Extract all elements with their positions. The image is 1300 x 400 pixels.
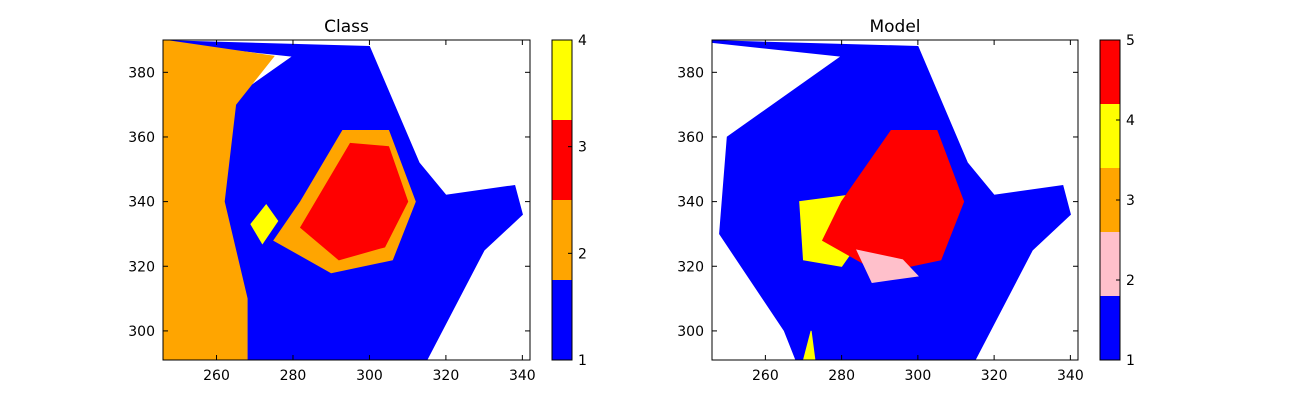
- region-2-category-5: [821, 130, 965, 274]
- x-tick-label: 300: [905, 368, 932, 384]
- x-tick-label: 340: [1057, 368, 1084, 384]
- model-panel: 260 280 300 320 340 300 320 340 360 380 Model: [677, 17, 1083, 384]
- model-x-axis: 260 280 300 320 340: [752, 40, 1084, 384]
- class-axes-frame: [162, 39, 531, 361]
- colorbar-segment: [1100, 168, 1120, 232]
- colorbar-tick-label: 5: [1126, 33, 1135, 49]
- region-4-category-4: [802, 330, 816, 360]
- y-tick-label: 320: [677, 259, 704, 275]
- region-3-category-3: [299, 142, 409, 261]
- region-1-category-2: [163, 40, 275, 360]
- y-tick-label: 380: [128, 65, 155, 81]
- x-tick-label: 300: [356, 368, 383, 384]
- colorbar-segment: [1100, 232, 1120, 296]
- model-y-axis: 300 320 340 360 380: [677, 65, 1078, 340]
- colorbar-frame: [551, 39, 573, 361]
- x-tick-label: 280: [828, 368, 855, 384]
- y-tick-label: 340: [677, 195, 704, 211]
- colorbar-segment: [552, 200, 572, 280]
- colorbar-segment: [552, 40, 572, 120]
- class-y-axis: 300 320 340 360 380: [128, 65, 530, 340]
- x-tick-label: 320: [433, 368, 460, 384]
- x-tick-label: 280: [280, 368, 307, 384]
- region-4-category-4: [250, 203, 279, 245]
- x-tick-label: 260: [752, 368, 779, 384]
- model-colorbar: 1 2 3 4 5: [1099, 33, 1135, 369]
- x-tick-label: 260: [203, 368, 230, 384]
- y-tick-label: 340: [128, 195, 155, 211]
- colorbar-segment: [1100, 104, 1120, 168]
- colorbar-tick-label: 2: [578, 246, 587, 262]
- colorbar-tick-label: 4: [578, 33, 587, 49]
- class-heatmap: [163, 40, 523, 360]
- colorbar-tick-label: 2: [1126, 273, 1135, 289]
- y-tick-label: 360: [677, 130, 704, 146]
- y-tick-label: 360: [128, 130, 155, 146]
- y-tick-label: 300: [128, 324, 155, 340]
- y-tick-label: 380: [677, 65, 704, 81]
- class-panel: 260 280 300 320 340 300 320 340 360 380 Class: [128, 17, 535, 384]
- colorbar-segment: [1100, 296, 1120, 360]
- colorbar-segment: [552, 280, 572, 360]
- colorbar-tick-label: 1: [1126, 353, 1135, 369]
- colorbar-tick-label: 3: [1126, 193, 1135, 209]
- class-colorbar: 1 2 3 4: [551, 33, 587, 369]
- y-tick-label: 320: [128, 259, 155, 275]
- x-tick-label: 340: [509, 368, 536, 384]
- region-3-category-2: [856, 249, 919, 283]
- model-axes-frame: [711, 39, 1079, 361]
- colorbar-segment: [552, 120, 572, 200]
- model-title: Model: [869, 17, 920, 37]
- class-x-axis: 260 280 300 320 340: [203, 40, 536, 384]
- x-tick-label: 320: [981, 368, 1008, 384]
- colorbar-tick-label: 3: [578, 140, 587, 156]
- colorbar-tick-label: 4: [1126, 113, 1135, 129]
- class-title: Class: [324, 17, 369, 37]
- model-heatmap: [712, 40, 1071, 360]
- colorbar-segment: [1100, 40, 1120, 104]
- y-tick-label: 300: [677, 324, 704, 340]
- colorbar-tick-label: 1: [578, 353, 587, 369]
